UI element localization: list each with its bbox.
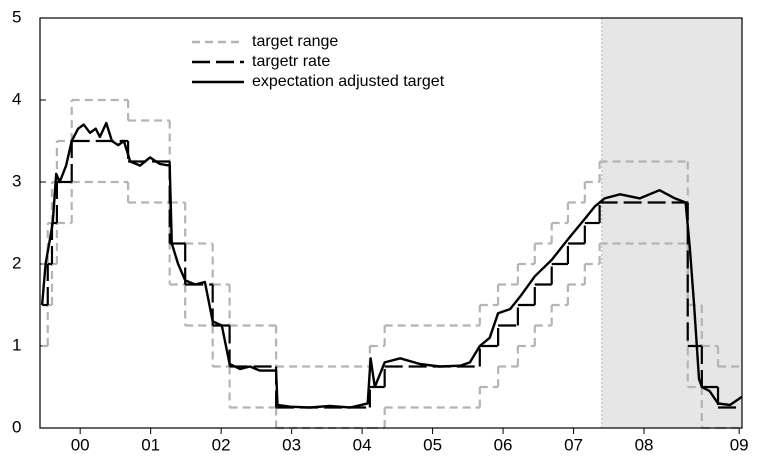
- x-tick-label: 08: [635, 435, 654, 454]
- y-tick-label: 5: [12, 7, 21, 26]
- x-tick-label: 09: [730, 435, 749, 454]
- y-tick-label: 3: [12, 171, 21, 190]
- series-line: [40, 121, 743, 409]
- y-tick-label: 4: [12, 89, 21, 108]
- legend-label: target range: [252, 33, 338, 50]
- x-tick-label: 05: [423, 435, 442, 454]
- legend-label: targetr rate: [252, 53, 330, 70]
- x-tick-label: 07: [564, 435, 583, 454]
- x-tick-label: 00: [71, 435, 90, 454]
- y-tick-label: 1: [12, 335, 21, 354]
- x-tick-label: 01: [141, 435, 160, 454]
- y-tick-label: 2: [12, 253, 21, 272]
- x-tick-label: 03: [282, 435, 301, 454]
- x-tick-label: 04: [353, 435, 372, 454]
- x-tick-label: 02: [212, 435, 231, 454]
- legend-label: expectation adjusted target: [252, 73, 445, 90]
- legend: target range targetr rate expectation adju…: [192, 33, 445, 90]
- plot-frame: [39, 17, 743, 429]
- y-tick-label: 0: [12, 417, 21, 436]
- x-tick-label: 06: [494, 435, 513, 454]
